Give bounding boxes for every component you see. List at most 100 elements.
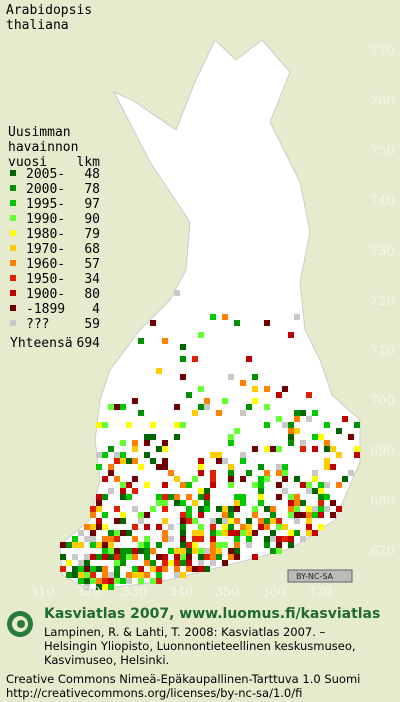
occurrence-square: [330, 512, 336, 518]
occurrence-square: [216, 452, 222, 458]
occurrence-square: [138, 518, 144, 524]
occurrence-square: [234, 320, 240, 326]
legend-label: 2005-: [26, 167, 65, 182]
occurrence-square: [78, 566, 84, 572]
occurrence-square: [228, 518, 234, 524]
occurrence-square: [336, 428, 342, 434]
y-grid-label: 760: [370, 94, 395, 109]
occurrence-square: [174, 494, 180, 500]
occurrence-square: [312, 410, 318, 416]
occurrence-square: [84, 584, 90, 590]
occurrence-square: [78, 530, 84, 536]
occurrence-square: [108, 584, 114, 590]
occurrence-square: [90, 524, 96, 530]
occurrence-square: [138, 542, 144, 548]
y-grid-label: 750: [370, 144, 395, 159]
occurrence-square: [126, 482, 132, 488]
occurrence-square: [330, 464, 336, 470]
occurrence-square: [318, 494, 324, 500]
occurrence-square: [132, 524, 138, 530]
occurrence-square: [198, 494, 204, 500]
occurrence-square: [102, 542, 108, 548]
occurrence-square: [240, 524, 246, 530]
occurrence-square: [102, 452, 108, 458]
occurrence-square: [162, 500, 168, 506]
occurrence-square: [294, 506, 300, 512]
occurrence-square: [306, 512, 312, 518]
occurrence-square: [354, 452, 360, 458]
occurrence-square: [168, 524, 174, 530]
legend-swatch: [10, 185, 16, 191]
occurrence-square: [264, 518, 270, 524]
occurrence-square: [276, 542, 282, 548]
occurrence-square: [210, 314, 216, 320]
legend-count: 57: [84, 257, 100, 272]
occurrence-square: [120, 404, 126, 410]
occurrence-square: [210, 476, 216, 482]
occurrence-square: [210, 542, 216, 548]
occurrence-square: [246, 542, 252, 548]
occurrence-square: [192, 410, 198, 416]
occurrence-square: [306, 524, 312, 530]
occurrence-square: [132, 440, 138, 446]
occurrence-square: [120, 530, 126, 536]
occurrence-square: [138, 338, 144, 344]
occurrence-square: [222, 506, 228, 512]
occurrence-square: [258, 500, 264, 506]
occurrence-square: [270, 548, 276, 554]
occurrence-square: [156, 494, 162, 500]
occurrence-square: [72, 572, 78, 578]
occurrence-square: [114, 578, 120, 584]
occurrence-square: [288, 332, 294, 338]
occurrence-square: [198, 536, 204, 542]
occurrence-square: [72, 542, 78, 548]
occurrence-square: [300, 440, 306, 446]
legend-heading: vuosi: [8, 155, 47, 170]
occurrence-square: [192, 536, 198, 542]
cc-badge: [287, 569, 353, 583]
occurrence-square: [174, 500, 180, 506]
occurrence-square: [138, 572, 144, 578]
occurrence-square: [108, 536, 114, 542]
occurrence-square: [222, 458, 228, 464]
legend-label: 2000-: [26, 182, 65, 197]
occurrence-square: [234, 548, 240, 554]
occurrence-square: [294, 518, 300, 524]
occurrence-square: [138, 578, 144, 584]
occurrence-square: [282, 536, 288, 542]
occurrence-square: [102, 554, 108, 560]
occurrence-square: [330, 500, 336, 506]
occurrence-square: [114, 530, 120, 536]
legend-count: 90: [84, 212, 100, 227]
occurrence-square: [324, 482, 330, 488]
occurrence-square: [264, 542, 270, 548]
occurrence-square: [204, 548, 210, 554]
occurrence-square: [216, 458, 222, 464]
occurrence-square: [108, 548, 114, 554]
occurrence-square: [84, 578, 90, 584]
occurrence-square: [126, 458, 132, 464]
occurrence-square: [132, 506, 138, 512]
occurrence-square: [216, 506, 222, 512]
occurrence-square: [156, 500, 162, 506]
occurrence-square: [318, 488, 324, 494]
occurrence-square: [228, 524, 234, 530]
occurrence-square: [288, 428, 294, 434]
occurrence-square: [276, 524, 282, 530]
occurrence-square: [324, 464, 330, 470]
occurrence-square: [234, 536, 240, 542]
occurrence-square: [240, 476, 246, 482]
occurrence-square: [108, 488, 114, 494]
occurrence-square: [198, 470, 204, 476]
legend-count: 78: [84, 182, 100, 197]
legend-label: -1899: [26, 302, 65, 317]
occurrence-square: [324, 422, 330, 428]
occurrence-square: [234, 530, 240, 536]
occurrence-square: [144, 524, 150, 530]
occurrence-square: [102, 536, 108, 542]
occurrence-square: [84, 572, 90, 578]
occurrence-square: [264, 506, 270, 512]
occurrence-square: [198, 458, 204, 464]
occurrence-square: [336, 452, 342, 458]
occurrence-square: [288, 512, 294, 518]
